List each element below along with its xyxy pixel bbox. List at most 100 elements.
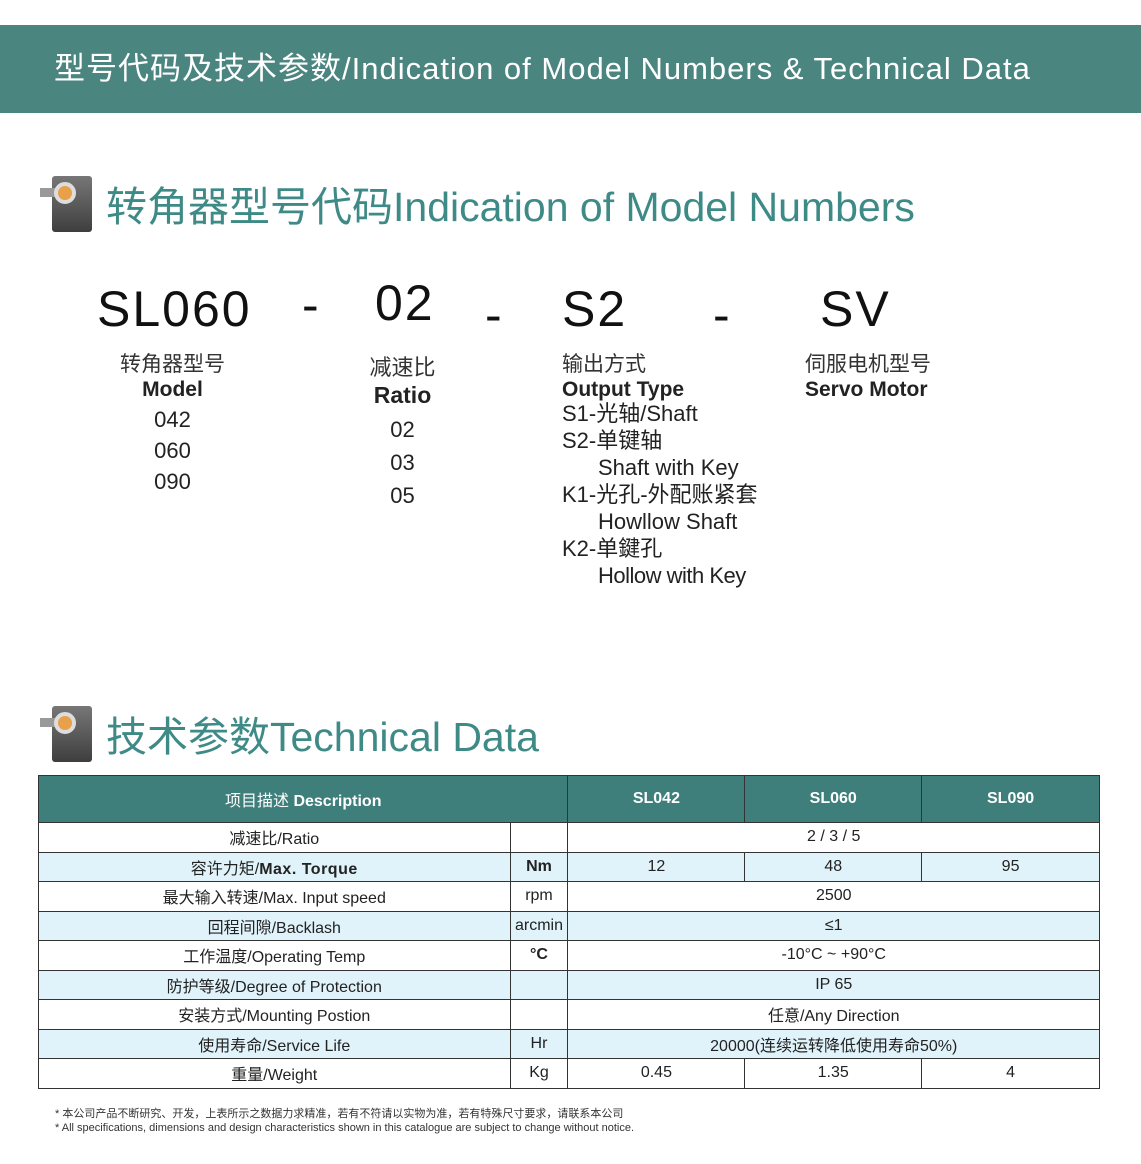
section-technical-data: 技术参数Technical Data — [38, 702, 539, 764]
header-model: SL060 — [744, 775, 923, 823]
code-model: SL060 — [97, 281, 252, 337]
row-description: 回程间隙/Backlash — [38, 910, 511, 941]
row-description: 使用寿命/Service Life — [38, 1028, 511, 1059]
row-unit — [509, 822, 569, 853]
row-value: -10°C ~ +90°C — [567, 940, 1100, 971]
table-row: 回程间隙/Backlash arcmin ≤1 — [38, 910, 1100, 941]
desc-en: Max. Input speed — [263, 890, 386, 908]
header-description: 项目描述 Description — [37, 775, 569, 823]
row-value: 0.45 — [567, 1058, 746, 1089]
table-row: 容许力矩/Max. Torque Nm 12 48 95 — [38, 851, 1100, 882]
output-label-cn: 输出方式 — [562, 353, 646, 376]
row-description: 工作温度/Operating Temp — [38, 940, 511, 971]
row-description: 安装方式/Mounting Postion — [38, 999, 511, 1030]
desc-en: Operating Temp — [251, 949, 366, 967]
row-unit: °C — [509, 940, 569, 971]
ratio-value: 02 — [390, 417, 415, 442]
desc-en: Degree of Protection — [235, 978, 382, 996]
desc-en: Weight — [267, 1067, 318, 1085]
desc-en: Service Life — [266, 1037, 351, 1055]
gearbox-icon — [38, 702, 94, 764]
output-item: Howllow Shaft — [598, 509, 738, 534]
output-item: Shaft with Key — [598, 455, 739, 480]
code-ratio: 02 — [375, 275, 435, 331]
row-description: 容许力矩/Max. Torque — [38, 851, 511, 882]
row-value: 48 — [744, 851, 923, 882]
output-item: K2-单鍵孔 — [562, 536, 663, 561]
row-value: 2500 — [567, 881, 1100, 912]
table-row: 安装方式/Mounting Postion 任意/Any Direction — [38, 999, 1100, 1030]
output-column: 输出方式 Output Type S1-光轴/Shaft S2-单键轴 Shaf… — [562, 348, 758, 589]
row-value: 95 — [921, 851, 1100, 882]
row-unit — [509, 999, 569, 1030]
desc-en: Mounting Postion — [246, 1008, 371, 1026]
row-unit: rpm — [509, 881, 569, 912]
ratio-column: 减速比 Ratio 02 03 05 — [340, 350, 465, 512]
gearbox-icon — [38, 172, 94, 234]
output-item: K1-光孔-外配账紧套 — [562, 482, 758, 507]
row-value: 20000(连续运转降低使用寿命50%) — [567, 1028, 1100, 1059]
row-unit: arcmin — [509, 910, 569, 941]
header-desc-en: Description — [293, 793, 382, 810]
table-header-row: 项目描述 Description SL042 SL060 SL090 — [37, 775, 1100, 823]
model-column: 转角器型号 Model 042 060 090 — [100, 348, 245, 497]
desc-en: Ratio — [281, 831, 320, 849]
model-value: 042 — [154, 407, 191, 432]
row-description: 防护等级/Degree of Protection — [38, 969, 511, 1000]
code-separator: - — [485, 287, 504, 343]
code-separator: - — [713, 287, 732, 343]
code-separator: - — [302, 277, 321, 333]
servo-label-cn: 伺服电机型号 — [805, 353, 931, 376]
desc-en: Max. Torque — [259, 860, 358, 878]
row-description: 最大输入转速/Max. Input speed — [38, 881, 511, 912]
page-banner: 型号代码及技术参数/Indication of Model Numbers & … — [0, 25, 1141, 113]
row-unit: Hr — [509, 1028, 569, 1059]
footnote-cn: * 本公司产品不断研究、开发，上表所示之数据力求精准，若有不符请以实物为准，若有… — [55, 1108, 624, 1120]
row-unit — [509, 969, 569, 1000]
desc-cn: 减速比/ — [229, 831, 282, 849]
output-item: S2-单键轴 — [562, 428, 663, 453]
model-label-cn: 转角器型号 — [120, 353, 225, 376]
table-row: 最大输入转速/Max. Input speed rpm 2500 — [38, 881, 1100, 912]
table-row: 减速比/Ratio 2 / 3 / 5 — [38, 822, 1100, 853]
ratio-label-en: Ratio — [373, 382, 432, 408]
desc-cn: 回程间隙/ — [207, 919, 277, 937]
technical-data-table: 项目描述 Description SL042 SL060 SL090 减速比/R… — [37, 775, 1100, 1089]
table-row: 工作温度/Operating Temp °C -10°C ~ +90°C — [38, 940, 1100, 971]
row-value: 4 — [921, 1058, 1100, 1089]
section-title: 转角器型号代码Indication of Model Numbers — [106, 184, 915, 230]
header-model: SL090 — [921, 775, 1100, 823]
row-value: 12 — [567, 851, 746, 882]
model-value: 090 — [154, 469, 191, 494]
row-value: 1.35 — [744, 1058, 923, 1089]
table-row: 防护等级/Degree of Protection IP 65 — [38, 969, 1100, 1000]
desc-cn: 工作温度/ — [183, 949, 252, 967]
desc-cn: 重量/ — [231, 1067, 268, 1085]
servo-column: 伺服电机型号 Servo Motor — [805, 348, 931, 402]
desc-cn: 使用寿命/ — [198, 1037, 267, 1055]
row-value: 任意/Any Direction — [567, 999, 1100, 1030]
output-item: Hollow with Key — [598, 563, 746, 588]
code-output: S2 — [562, 281, 628, 337]
row-description: 减速比/Ratio — [38, 822, 511, 853]
table-row: 使用寿命/Service Life Hr 20000(连续运转降低使用寿命50%) — [38, 1028, 1100, 1059]
row-value: IP 65 — [567, 969, 1100, 1000]
row-unit: Nm — [509, 851, 569, 882]
code-servo: SV — [820, 281, 891, 337]
desc-cn: 最大输入转速/ — [162, 890, 264, 908]
ratio-value: 03 — [390, 450, 415, 475]
ratio-label-cn: 减速比 — [369, 355, 436, 380]
footnote-en: * All specifications, dimensions and des… — [55, 1122, 635, 1134]
header-model: SL042 — [567, 775, 746, 823]
section-title: 技术参数Technical Data — [106, 714, 539, 760]
ratio-value: 05 — [390, 483, 415, 508]
row-value: 2 / 3 / 5 — [567, 822, 1100, 853]
model-value: 060 — [154, 438, 191, 463]
row-description: 重量/Weight — [38, 1058, 511, 1089]
desc-en: Backlash — [276, 919, 341, 937]
table-row: 重量/Weight Kg 0.45 1.35 4 — [38, 1058, 1100, 1089]
output-label-en: Output Type — [562, 378, 685, 401]
row-unit: Kg — [509, 1058, 569, 1089]
servo-label-en: Servo Motor — [805, 378, 928, 401]
desc-cn: 安装方式/ — [178, 1008, 247, 1026]
